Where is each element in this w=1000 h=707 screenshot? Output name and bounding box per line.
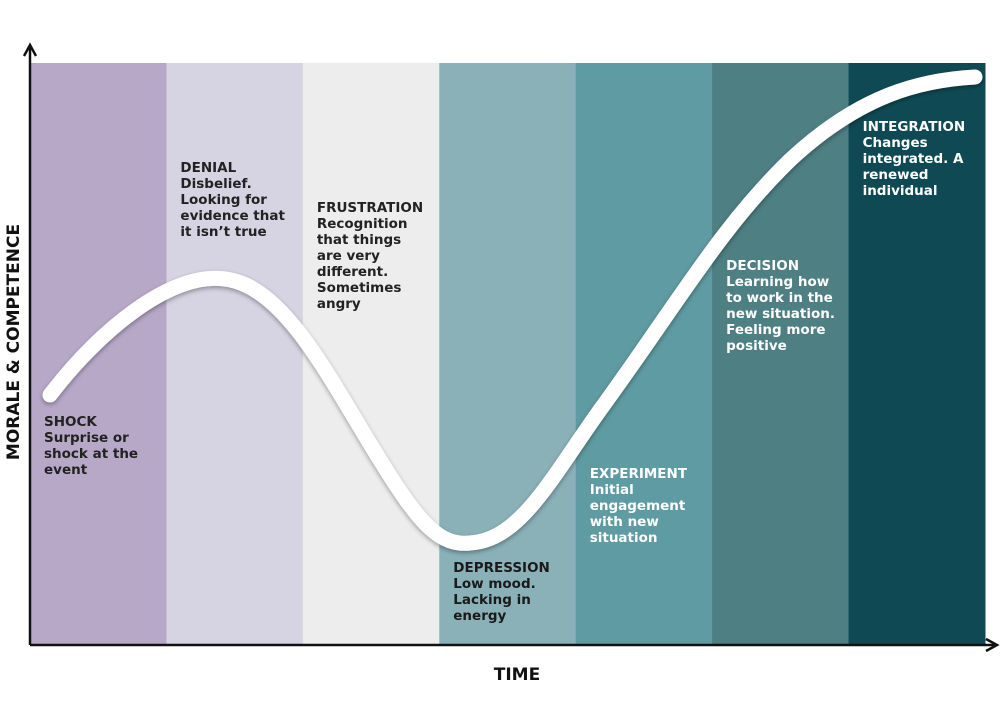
stage-description: that things	[317, 232, 401, 248]
stage-description: Lacking in	[453, 592, 531, 608]
stage-description: new situation.	[726, 306, 835, 322]
stage-band	[30, 63, 167, 645]
stage-title: DENIAL	[180, 160, 236, 176]
stage-band	[712, 63, 850, 645]
x-axis-label: TIME	[494, 665, 540, 685]
stage-description: different.	[317, 264, 388, 280]
stage-description: energy	[453, 608, 506, 624]
stage-description: Disbelief.	[180, 176, 251, 192]
stage-description: Sometimes	[317, 280, 402, 296]
stage-description: Initial	[590, 482, 634, 498]
stage-band	[302, 63, 440, 645]
stage-description: integrated. A	[863, 151, 964, 167]
stage-bands	[30, 63, 986, 645]
stage-description: evidence that	[180, 208, 285, 224]
stage-description: individual	[863, 183, 938, 199]
stage-description: shock at the	[44, 446, 138, 462]
stage-title: INTEGRATION	[863, 119, 966, 135]
stage-description: Looking for	[180, 192, 267, 208]
stage-description: it isn’t true	[180, 224, 266, 240]
stage-description: Low mood.	[453, 576, 535, 592]
x-arrow	[985, 637, 1000, 653]
curve	[42, 69, 983, 551]
stage-description: Changes	[863, 135, 928, 151]
stage-description: positive	[726, 338, 787, 354]
stage-description: angry	[317, 296, 361, 312]
stage-description: renewed	[863, 167, 929, 183]
stage-description: Learning how	[726, 274, 829, 290]
stage-description: Recognition	[317, 216, 408, 232]
stage-description: to work in the	[726, 290, 833, 306]
stage-title: DEPRESSION	[453, 560, 550, 576]
stage-band	[848, 63, 986, 645]
stage-description: are very	[317, 248, 380, 264]
stage-description: with new	[590, 514, 659, 530]
stage-band	[166, 63, 304, 645]
stage-description: Surprise or	[44, 430, 129, 446]
stage-band	[439, 63, 577, 645]
stage-title: EXPERIMENT	[590, 466, 688, 482]
stage-description: engagement	[590, 498, 686, 514]
stage-title: DECISION	[726, 258, 799, 274]
y-axis-label: MORALE & COMPETENCE	[4, 224, 24, 460]
axes	[22, 42, 1000, 653]
stage-description: situation	[590, 530, 658, 546]
stage-description: event	[44, 462, 88, 478]
y-arrow	[22, 42, 38, 57]
stage-title: SHOCK	[44, 414, 97, 430]
stage-description: Feeling more	[726, 322, 825, 338]
stage-title: FRUSTRATION	[317, 200, 423, 216]
